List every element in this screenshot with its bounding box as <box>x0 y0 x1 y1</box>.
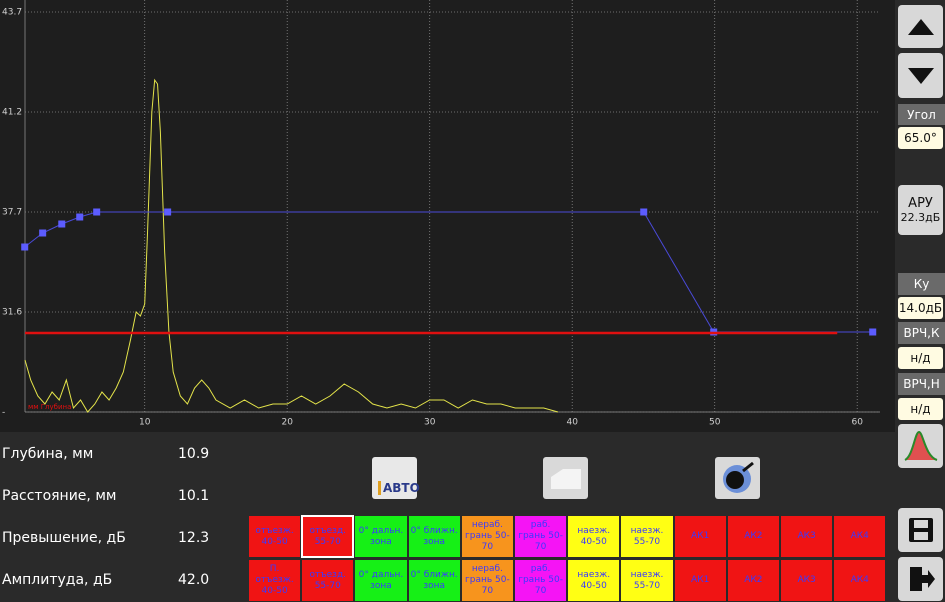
measurement-label: Амплитуда, дБ <box>2 572 113 588</box>
ku-value: 14.0дБ <box>898 297 943 319</box>
aru-button[interactable]: АРУ 22.3дБ <box>898 185 943 235</box>
point-marker <box>21 243 29 251</box>
down-button[interactable] <box>898 53 943 98</box>
series-line <box>24 211 873 333</box>
zone-button[interactable]: 0° ближн. зона <box>407 559 461 602</box>
x-tick-label: 10 <box>139 418 151 428</box>
annotation: мм Глубина <box>28 403 71 411</box>
down-icon <box>907 67 934 84</box>
up-button[interactable] <box>898 5 943 48</box>
point-marker <box>164 208 172 216</box>
zone-button[interactable]: П. отъезж. 40-50 <box>248 559 302 602</box>
point-marker <box>93 208 101 216</box>
curve-icon <box>903 430 937 461</box>
point-marker <box>640 208 648 216</box>
shape-icon <box>551 469 581 489</box>
vrch-k-value: н/д <box>898 347 943 369</box>
vrch-n-label: ВРЧ,Н <box>898 373 945 395</box>
x-tick-label: 40 <box>566 418 578 428</box>
vrch-k-label: ВРЧ,К <box>898 322 945 344</box>
save-icon <box>908 518 933 542</box>
zone-button[interactable]: наезж. 55-70 <box>620 559 674 602</box>
measurement-value: 12.3 <box>178 530 210 546</box>
ku-label: Ку <box>898 273 945 295</box>
probe-button[interactable] <box>715 457 760 499</box>
zone-button[interactable]: АК2 <box>726 559 780 602</box>
zone-button[interactable]: 0° дальн. зона <box>354 559 408 602</box>
chart: - 31.6 37.7 41.2 43.7 10 20 30 40 50 60 мм Глубина <box>0 0 895 432</box>
exit-button[interactable] <box>898 557 943 601</box>
exit-icon <box>909 567 935 591</box>
x-tick-label: 30 <box>424 418 436 428</box>
aru-value: 22.3дБ <box>900 211 941 224</box>
shape-button[interactable] <box>543 457 588 499</box>
zone-button[interactable]: наезж. 40-50 <box>567 515 621 558</box>
series-line <box>24 78 559 413</box>
aru-label: АРУ <box>908 196 933 211</box>
zone-button[interactable]: АК3 <box>780 515 834 558</box>
point-marker <box>39 229 47 237</box>
y-tick-label: 31.6 <box>2 308 22 318</box>
zone-button[interactable]: нераб. грань 50-70 <box>460 515 514 558</box>
vrch-n-value: н/д <box>898 398 943 420</box>
y-tick-label: 37.7 <box>2 208 22 218</box>
zone-button[interactable]: наезж. 40-50 <box>567 559 621 602</box>
zone-button[interactable]: АК2 <box>726 515 780 558</box>
measurement-value: 42.0 <box>178 572 210 588</box>
y-tick-label: 43.7 <box>2 8 22 18</box>
zone-button[interactable]: АК4 <box>833 559 887 602</box>
zone-button[interactable]: раб. грань 50-70 <box>514 515 568 558</box>
zone-button[interactable]: наезж. 55-70 <box>620 515 674 558</box>
zone-button[interactable]: АК1 <box>673 559 727 602</box>
zone-button[interactable]: 0° ближн. зона <box>407 515 461 558</box>
x-tick-label: 20 <box>281 418 293 428</box>
auto-label: АВТО <box>378 481 420 495</box>
measurement-label: Расстояние, мм <box>2 488 117 504</box>
zone-button[interactable]: отъезж. 40-50 <box>248 515 302 558</box>
zone-button[interactable]: отъезд. 55-70 <box>301 559 355 602</box>
angle-label: Угол <box>898 104 945 125</box>
measurement-label: Превышение, дБ <box>2 530 126 546</box>
zone-button-selected[interactable]: отъезд. 55-70 <box>301 515 355 558</box>
zone-button[interactable]: АК3 <box>780 559 834 602</box>
y-tick-label: - <box>2 408 5 418</box>
curve-button[interactable] <box>898 424 943 468</box>
measurement-label: Глубина, мм <box>2 446 94 462</box>
zone-button[interactable]: АК4 <box>833 515 887 558</box>
probe-icon <box>723 461 754 493</box>
zone-button[interactable]: раб. грань 50-70 <box>514 559 568 602</box>
save-button[interactable] <box>898 508 943 552</box>
up-icon <box>907 18 934 35</box>
zone-button[interactable]: 0° дальн. зона <box>354 515 408 558</box>
measurement-value: 10.1 <box>178 488 210 504</box>
point-marker <box>76 213 84 221</box>
x-tick-label: 50 <box>709 418 721 428</box>
auto-button[interactable]: АВТО <box>372 457 420 499</box>
zone-button[interactable]: нераб. грань 50-70 <box>460 559 514 602</box>
measurement-value: 10.9 <box>178 446 210 462</box>
x-tick-label: 60 <box>851 418 863 428</box>
point-marker <box>58 220 66 228</box>
y-tick-label: 41.2 <box>2 108 22 118</box>
point-marker <box>869 328 877 336</box>
angle-value: 65.0° <box>898 127 943 149</box>
zone-button[interactable]: АК1 <box>673 515 727 558</box>
